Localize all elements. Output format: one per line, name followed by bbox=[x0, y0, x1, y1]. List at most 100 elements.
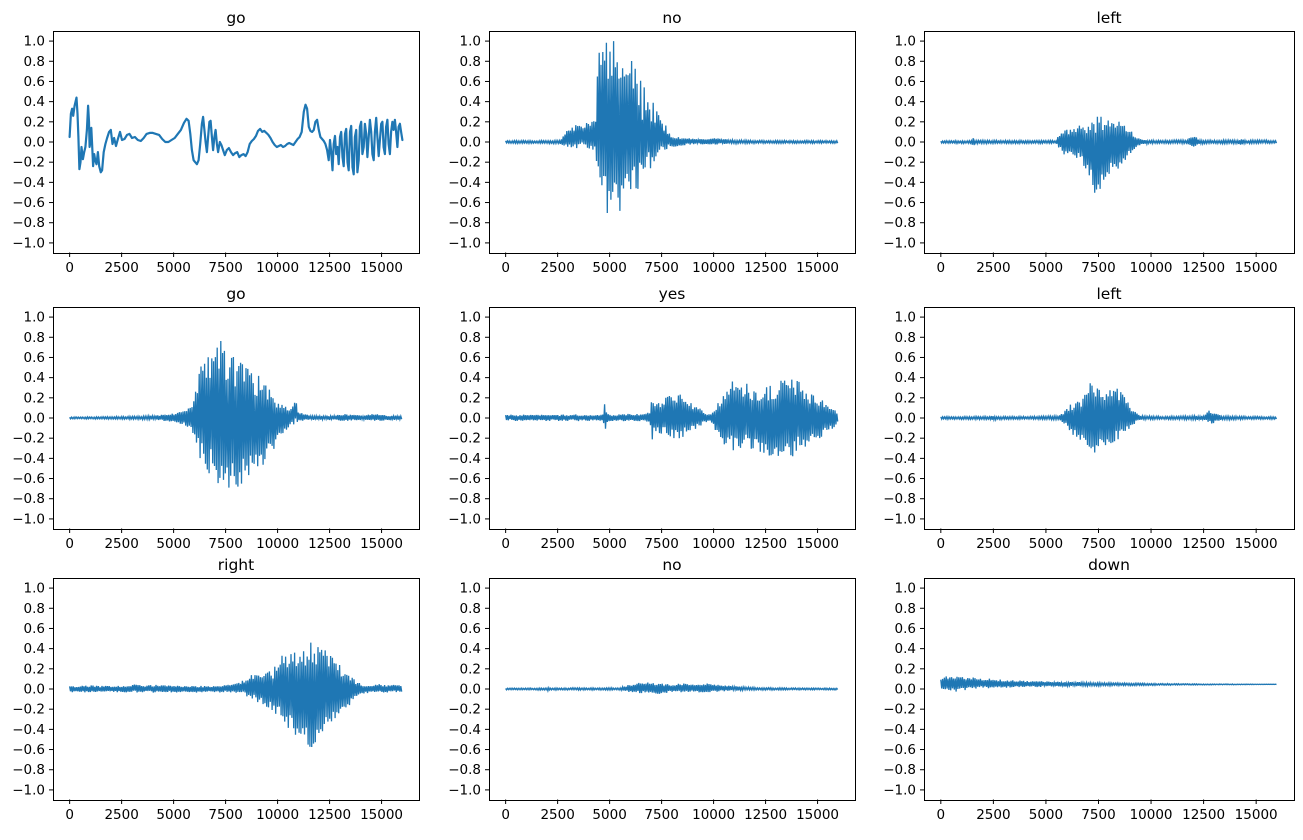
y-tick-label: 0.0 bbox=[24, 411, 45, 427]
x-tick-label: 5000 bbox=[592, 807, 626, 823]
subplot-right-r3c1: right −1.0 −0.8 −0.6 −0.4 −0.2 0.0 0.2 0.4 0.6 0.8… bbox=[12, 556, 420, 823]
x-tick-label: 0 bbox=[937, 536, 946, 552]
y-tick-label: 0.2 bbox=[24, 661, 45, 677]
waveform-envelope bbox=[504, 379, 839, 457]
y-tick-label: 0.4 bbox=[24, 94, 45, 110]
plot-title: right bbox=[218, 556, 254, 574]
waveform-envelope bbox=[505, 41, 839, 214]
x-tick-label: 2500 bbox=[976, 260, 1010, 276]
x-tick-label: 7500 bbox=[1081, 260, 1115, 276]
y-tick-label: 0.6 bbox=[895, 74, 916, 90]
x-tick-label: 7500 bbox=[644, 807, 678, 823]
y-tick-label: −0.2 bbox=[883, 431, 916, 447]
waveform-line bbox=[68, 96, 404, 176]
x-tick-label: 5000 bbox=[592, 260, 626, 276]
y-tick-label: 0.4 bbox=[24, 370, 45, 386]
x-tick-label: 15000 bbox=[796, 807, 839, 823]
x-tick-label: 0 bbox=[937, 260, 946, 276]
y-tick-label: −0.6 bbox=[883, 471, 916, 487]
y-tick-label: 0.6 bbox=[895, 621, 916, 637]
plot-title: left bbox=[1096, 285, 1121, 303]
x-tick-label: 0 bbox=[501, 807, 510, 823]
y-tick-label: 0.0 bbox=[895, 135, 916, 151]
y-tick-label: −0.4 bbox=[448, 722, 481, 738]
x-tick-label: 7500 bbox=[644, 536, 678, 552]
y-tick-label: −0.6 bbox=[448, 195, 481, 211]
y-tick-label: −0.4 bbox=[883, 175, 916, 191]
y-tick-label: −0.8 bbox=[448, 491, 481, 507]
y-tick-label: 0.4 bbox=[460, 94, 481, 110]
y-tick-label: 1.0 bbox=[895, 581, 916, 597]
waveform-envelope bbox=[940, 116, 1278, 193]
plot-title: left bbox=[1096, 9, 1121, 27]
y-tick-label: 0.8 bbox=[460, 330, 481, 346]
y-tick-label: 0.4 bbox=[24, 641, 45, 657]
x-tick-label: 2500 bbox=[540, 260, 574, 276]
plot-title: go bbox=[226, 9, 245, 27]
y-tick-label: 0.2 bbox=[895, 390, 916, 406]
y-tick-label: −0.8 bbox=[883, 215, 916, 231]
y-tick-label: 0.2 bbox=[460, 661, 481, 677]
x-tick-label: 15000 bbox=[1235, 536, 1278, 552]
y-tick-label: 1.0 bbox=[460, 581, 481, 597]
y-tick-label: −0.2 bbox=[883, 155, 916, 171]
y-tick-label: 0.0 bbox=[24, 682, 45, 698]
x-tick-label: 12500 bbox=[744, 260, 787, 276]
y-tick-label: 0.4 bbox=[460, 370, 481, 386]
y-tick-label: 0.8 bbox=[895, 54, 916, 70]
y-tick-label: −0.8 bbox=[12, 762, 45, 778]
y-tick-label: −0.4 bbox=[883, 451, 916, 467]
subplot-no-r1c2: no −1.0 −0.8 −0.6 −0.4 −0.2 0.0 0.2 0.4 0.6 0.8 1.0… bbox=[448, 9, 856, 276]
y-tick-label: −0.8 bbox=[883, 491, 916, 507]
subplot-left-r2c3: left −1.0 −0.8 −0.6 −0.4 −0.2 0.0 0.2 0.4 0.6 0.8 1… bbox=[883, 285, 1295, 552]
y-tick-label: −0.4 bbox=[448, 451, 481, 467]
y-tick-label: −0.6 bbox=[448, 471, 481, 487]
axes-box bbox=[924, 578, 1295, 801]
x-tick-label: 2500 bbox=[540, 807, 574, 823]
x-tick-label: 7500 bbox=[644, 260, 678, 276]
y-tick-label: −1.0 bbox=[12, 782, 45, 798]
y-tick-label: −0.2 bbox=[448, 702, 481, 718]
y-tick-label: −0.4 bbox=[12, 451, 45, 467]
y-tick-label: −0.8 bbox=[12, 491, 45, 507]
x-tick-label: 5000 bbox=[592, 536, 626, 552]
waveform-envelope bbox=[69, 340, 403, 488]
y-tick-label: −0.6 bbox=[448, 742, 481, 758]
x-tick-label: 15000 bbox=[360, 807, 403, 823]
y-tick-label: 0.8 bbox=[895, 330, 916, 346]
y-tick-label: −0.8 bbox=[448, 762, 481, 778]
x-tick-label: 12500 bbox=[308, 807, 351, 823]
waveform-envelope bbox=[505, 682, 839, 694]
y-tick-label: −0.6 bbox=[12, 742, 45, 758]
x-tick-label: 7500 bbox=[1081, 807, 1115, 823]
x-tick-label: 15000 bbox=[360, 536, 403, 552]
x-tick-label: 2500 bbox=[540, 536, 574, 552]
x-tick-label: 5000 bbox=[156, 260, 190, 276]
y-tick-label: −1.0 bbox=[448, 782, 481, 798]
y-tick-label: −0.2 bbox=[12, 155, 45, 171]
y-tick-label: −0.8 bbox=[448, 215, 481, 231]
y-tick-label: 0.0 bbox=[895, 682, 916, 698]
x-tick-label: 7500 bbox=[208, 536, 242, 552]
y-tick-label: 0.2 bbox=[24, 114, 45, 130]
y-tick-label: 0.6 bbox=[460, 350, 481, 366]
plot-title: down bbox=[1088, 556, 1130, 574]
y-tick-label: −1.0 bbox=[448, 235, 481, 251]
x-tick-label: 7500 bbox=[208, 807, 242, 823]
subplot-yes-r2c2: yes −1.0 −0.8 −0.6 −0.4 −0.2 0.0 0.2 0.4 0.6 0.8 1.… bbox=[448, 285, 856, 552]
subplot-down-r3c3: down −1.0 −0.8 −0.6 −0.4 −0.2 0.0 0.2 0.4 0.6 0.8 1… bbox=[883, 556, 1295, 823]
y-tick-label: 0.0 bbox=[460, 135, 481, 151]
x-tick-label: 10000 bbox=[1130, 807, 1173, 823]
y-tick-label: 0.4 bbox=[460, 641, 481, 657]
x-tick-label: 15000 bbox=[1235, 807, 1278, 823]
waveform-envelope bbox=[940, 383, 1278, 453]
y-tick-label: −0.6 bbox=[12, 195, 45, 211]
y-tick-label: 0.6 bbox=[24, 621, 45, 637]
y-tick-label: 0.8 bbox=[460, 601, 481, 617]
subplot-no-r3c2: no −1.0 −0.8 −0.6 −0.4 −0.2 0.0 0.2 0.4 0.6 0.8 1.0… bbox=[448, 556, 856, 823]
x-tick-label: 0 bbox=[65, 536, 74, 552]
y-tick-label: −0.4 bbox=[12, 175, 45, 191]
y-tick-label: 0.2 bbox=[460, 390, 481, 406]
x-tick-label: 15000 bbox=[1235, 260, 1278, 276]
